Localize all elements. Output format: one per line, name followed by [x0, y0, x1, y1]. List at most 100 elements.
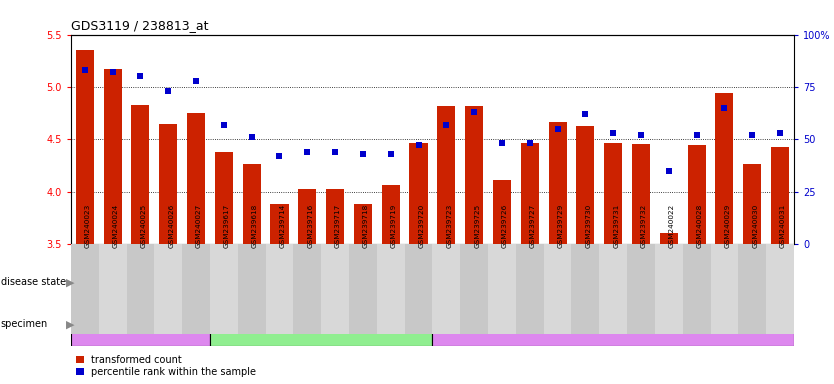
Text: GSM239725: GSM239725	[475, 204, 480, 248]
Bar	[349, 244, 377, 334]
Bar	[76, 50, 94, 244]
Bar	[627, 244, 655, 334]
Text: GSM239717: GSM239717	[335, 204, 341, 248]
Bar	[238, 244, 265, 334]
Text: GSM239719: GSM239719	[390, 204, 397, 248]
Bar	[354, 204, 372, 244]
Bar	[544, 244, 571, 334]
Text: ulcerative colitis: ulcerative colitis	[462, 277, 542, 287]
Point	[78, 67, 92, 73]
Point	[440, 121, 453, 127]
Bar	[270, 204, 289, 244]
Text: GSM239727: GSM239727	[530, 204, 535, 248]
Text: GSM239731: GSM239731	[613, 204, 619, 248]
Text: control: control	[123, 277, 158, 287]
Text: GSM239718: GSM239718	[363, 204, 369, 248]
Point	[356, 151, 369, 157]
Point	[746, 132, 759, 138]
Point	[662, 167, 676, 174]
Bar	[215, 152, 233, 244]
Text: GSM239729: GSM239729	[558, 204, 564, 248]
Text: disease state: disease state	[1, 277, 66, 287]
Bar	[604, 143, 622, 244]
Bar	[549, 122, 566, 244]
Bar	[103, 69, 122, 244]
Point	[412, 142, 425, 149]
Bar	[711, 244, 738, 334]
Text: GSM240026: GSM240026	[168, 204, 174, 248]
Bar	[488, 244, 516, 334]
Point	[300, 149, 314, 155]
Text: specimen: specimen	[1, 319, 48, 329]
Bar	[210, 244, 238, 334]
Text: GSM239618: GSM239618	[252, 204, 258, 248]
Bar	[687, 146, 706, 244]
Text: GSM240022: GSM240022	[669, 204, 675, 248]
Point	[551, 126, 565, 132]
Bar	[294, 244, 321, 334]
Bar	[265, 244, 294, 334]
Text: GSM239726: GSM239726	[502, 204, 508, 248]
Text: inflamed: inflamed	[299, 319, 343, 329]
Bar	[493, 180, 511, 244]
Point	[106, 69, 119, 75]
Bar	[600, 244, 627, 334]
Bar	[576, 126, 595, 244]
Bar	[326, 189, 344, 244]
Point	[718, 105, 731, 111]
Bar	[404, 244, 432, 334]
Text: GSM240027: GSM240027	[196, 204, 202, 248]
Text: GSM239730: GSM239730	[585, 204, 591, 248]
Bar	[71, 261, 210, 303]
Bar	[71, 244, 98, 334]
Text: non-inflamed: non-inflamed	[108, 319, 173, 329]
Bar	[516, 244, 544, 334]
Point	[329, 149, 342, 155]
Bar	[159, 124, 178, 244]
Point	[606, 130, 620, 136]
Point	[162, 88, 175, 94]
Text: GSM240031: GSM240031	[780, 204, 786, 248]
Bar	[432, 244, 460, 334]
Bar	[182, 244, 210, 334]
Bar	[210, 303, 432, 346]
Bar	[321, 244, 349, 334]
Bar	[98, 244, 127, 334]
Point	[189, 78, 203, 84]
Text: ▶: ▶	[66, 277, 74, 287]
Bar	[460, 244, 488, 334]
Bar	[243, 164, 261, 244]
Bar	[210, 261, 794, 303]
Point	[273, 153, 286, 159]
Bar	[409, 143, 428, 244]
Text: GSM240030: GSM240030	[752, 204, 758, 248]
Bar	[127, 244, 154, 334]
Point	[384, 151, 397, 157]
Bar	[187, 113, 205, 244]
Bar	[571, 244, 600, 334]
Bar	[465, 106, 483, 244]
Bar	[632, 144, 650, 244]
Bar	[655, 244, 683, 334]
Text: GSM239617: GSM239617	[224, 204, 230, 248]
Legend: transformed count, percentile rank within the sample: transformed count, percentile rank withi…	[76, 355, 256, 377]
Point	[773, 130, 786, 136]
Bar	[771, 147, 789, 244]
Bar	[683, 244, 711, 334]
Text: GSM239732: GSM239732	[641, 204, 647, 248]
Point	[579, 111, 592, 117]
Text: GSM240023: GSM240023	[85, 204, 91, 248]
Text: GSM239723: GSM239723	[446, 204, 452, 248]
Bar	[716, 93, 733, 244]
Text: GDS3119 / 238813_at: GDS3119 / 238813_at	[71, 19, 208, 32]
Point	[245, 134, 259, 140]
Text: non-inflamed: non-inflamed	[581, 319, 646, 329]
Bar	[377, 244, 404, 334]
Bar	[132, 105, 149, 244]
Bar	[738, 244, 766, 334]
Bar	[71, 303, 210, 346]
Text: GSM239714: GSM239714	[279, 204, 285, 248]
Bar	[520, 143, 539, 244]
Text: ▶: ▶	[66, 319, 74, 329]
Bar	[437, 106, 455, 244]
